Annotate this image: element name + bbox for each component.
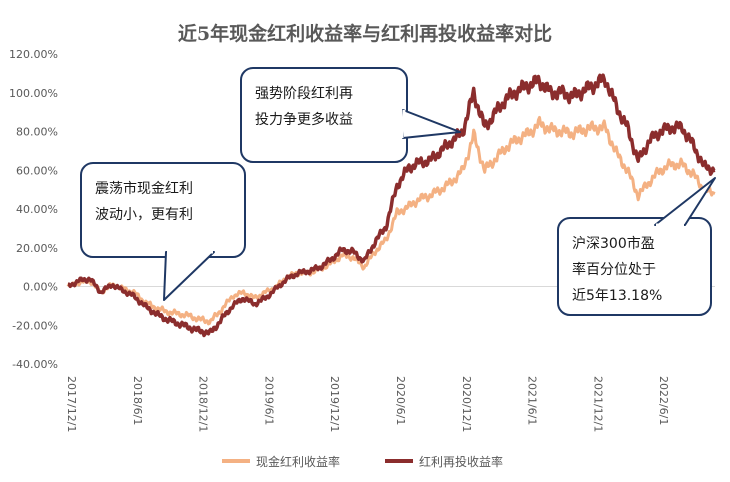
x-axis: 2017/12/1 2018/6/1 2018/12/1 2019/6/1 2019/1… [65,376,670,432]
x-tick-label: 2022/6/1 [657,376,670,425]
callout-text-line: 近5年13.18% [572,288,662,304]
callout-box [80,162,246,258]
callout-text-line: 强势阶段红利再 [255,86,353,102]
series-line-cash-dividend [66,115,716,326]
x-tick-label: 2019/6/1 [262,376,275,425]
y-tick-label: 40.00% [16,203,58,216]
chart-title: 近5年现金红利收益率与红利再投收益率对比 [178,22,552,45]
series-line-dividend-reinvest [67,73,716,338]
callout-text-line: 沪深300市盈 [572,235,655,252]
y-tick-label: 60.00% [16,164,58,177]
legend: 现金红利收益率 红利再投收益率 [222,454,503,469]
x-tick-label: 2021/6/1 [526,376,539,425]
callout-text-line: 率百分位处于 [572,261,656,278]
y-axis: 120.00% 100.00% 80.00% 60.00% 40.00% 20.00% 0.… [9,48,715,371]
callout-text-line: 震荡市现金红利 [95,180,193,197]
legend-label-cash-dividend: 现金红利收益率 [256,454,340,469]
callout-pointer [163,251,215,301]
x-tick-label: 2021/12/1 [591,376,604,432]
series-layer [66,73,716,338]
callout-box [557,217,712,316]
y-tick-label: -40.00% [12,358,58,371]
callout-pointer [654,177,716,226]
y-tick-label: 120.00% [9,48,58,61]
x-tick-label: 2017/12/1 [65,376,78,432]
callout-pointer-mask [400,109,406,139]
x-tick-label: 2020/12/1 [460,376,473,432]
y-tick-label: 20.00% [16,242,58,255]
y-tick-label: 0.00% [23,281,58,294]
x-tick-label: 2018/12/1 [197,376,210,432]
callouts: 震荡市现金红利波动小，更有利强势阶段红利再投力争更多收益沪深300市盈率百分位处… [80,67,716,316]
y-tick-label: -20.00% [12,319,58,332]
callout-text-line: 波动小，更有利 [95,207,193,223]
y-tick-label: 100.00% [9,87,58,100]
x-tick-label: 2018/6/1 [131,376,144,425]
x-tick-label: 2020/6/1 [394,376,407,425]
legend-label-dividend-reinvest: 红利再投收益率 [419,454,503,469]
callout-text-line: 投力争更多收益 [255,111,353,128]
callout-pointer [402,109,461,139]
x-tick-label: 2019/12/1 [328,376,341,432]
y-tick-label: 80.00% [16,126,58,139]
